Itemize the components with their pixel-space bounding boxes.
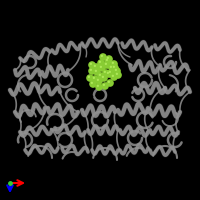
Circle shape [107,80,114,87]
Circle shape [108,81,110,83]
Circle shape [99,53,107,61]
Circle shape [100,74,108,82]
Circle shape [104,71,106,73]
Circle shape [109,65,116,72]
Circle shape [100,54,107,61]
Circle shape [89,62,96,69]
Circle shape [112,75,114,77]
Circle shape [91,82,93,84]
Circle shape [96,78,103,85]
Circle shape [99,74,101,76]
Circle shape [86,74,94,82]
Circle shape [92,63,100,71]
Circle shape [114,71,122,79]
Circle shape [107,69,115,77]
Circle shape [88,61,96,69]
Circle shape [93,77,95,79]
Circle shape [102,83,109,90]
Circle shape [98,60,105,67]
Circle shape [91,75,99,83]
Circle shape [103,84,105,86]
Circle shape [111,61,118,68]
Circle shape [103,61,111,69]
Circle shape [108,70,115,77]
Circle shape [103,70,110,77]
Circle shape [92,76,99,83]
Circle shape [113,66,115,68]
Circle shape [109,71,111,73]
Circle shape [97,85,99,87]
Circle shape [110,66,112,68]
Circle shape [107,57,109,59]
Circle shape [107,72,109,74]
Circle shape [104,62,111,69]
Circle shape [93,64,100,71]
Circle shape [90,81,97,88]
Circle shape [110,73,118,81]
Circle shape [105,63,107,65]
Circle shape [111,74,118,81]
Circle shape [96,84,103,91]
Circle shape [88,76,90,78]
Circle shape [114,68,121,75]
Circle shape [88,67,96,75]
Circle shape [110,60,118,68]
Circle shape [105,55,113,63]
Circle shape [95,83,103,91]
Circle shape [104,57,112,65]
Circle shape [99,65,106,72]
Circle shape [102,69,110,77]
Circle shape [90,63,92,65]
Circle shape [95,70,97,72]
Circle shape [111,64,119,72]
Circle shape [102,76,104,78]
Circle shape [101,82,109,90]
Circle shape [116,73,118,75]
Circle shape [89,68,96,75]
Circle shape [97,79,99,81]
Circle shape [98,64,106,72]
Circle shape [108,64,116,72]
Circle shape [106,59,108,61]
Circle shape [95,77,103,85]
Circle shape [100,66,102,68]
Circle shape [97,72,105,80]
Circle shape [99,61,101,63]
Circle shape [106,56,113,63]
Circle shape [94,65,96,67]
Circle shape [112,65,119,72]
Circle shape [105,70,113,78]
Circle shape [97,59,105,67]
Circle shape [115,72,122,79]
Circle shape [94,69,101,76]
Circle shape [87,75,94,82]
Circle shape [112,62,114,64]
Circle shape [106,79,114,87]
Circle shape [101,55,103,57]
Circle shape [105,58,112,65]
Circle shape [106,71,113,78]
Circle shape [98,73,105,80]
Circle shape [113,67,121,75]
Circle shape [93,68,101,76]
Circle shape [89,80,97,88]
Circle shape [101,75,108,82]
Circle shape [90,69,92,71]
Circle shape [115,69,117,71]
